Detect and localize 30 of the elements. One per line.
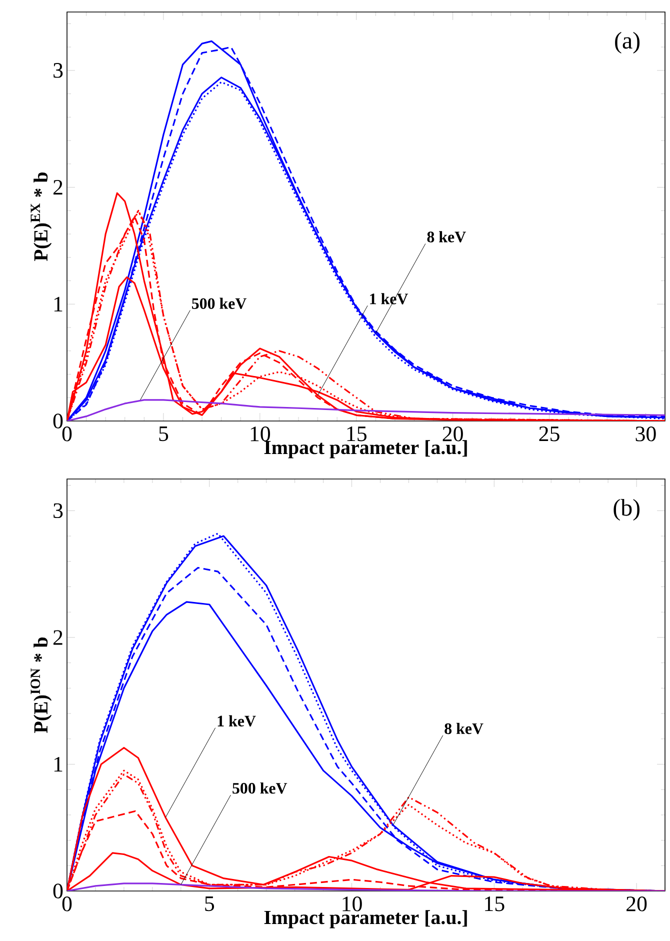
y-axis-title: P(E)$^{EX}$ * b <box>30 172 52 261</box>
x-axis-title: Impact parameter [a.u.] <box>264 440 467 458</box>
text: (a) <box>615 32 640 54</box>
annotation: 500 keV <box>192 298 247 310</box>
x-tick-label: 25 <box>539 426 560 442</box>
y-tick-label: 2 <box>53 630 62 645</box>
x-axis-title: Impact parameter [a.u.] <box>264 910 467 928</box>
x-tick-label: 15 <box>347 426 366 442</box>
y-axis-title: P(E)$^{ION}$ * b <box>30 638 52 733</box>
annotation: 500 keV <box>232 782 288 794</box>
annotation: 8 keV <box>427 231 466 242</box>
x-tick-label: 10 <box>250 426 270 442</box>
y-tick-label: 0 <box>53 414 63 428</box>
y-tick-label: 3 <box>54 63 63 78</box>
x-tick-label: 10 <box>342 896 362 912</box>
annotation: 8 keV <box>444 722 484 734</box>
annotation: 1 keV <box>370 293 408 304</box>
y-tick-label: 3 <box>54 503 63 518</box>
x-tick-label: 30 <box>636 426 656 442</box>
x-tick-label: 20 <box>626 896 647 912</box>
x-tick-label: 15 <box>485 896 504 912</box>
x-tick-label: 5 <box>205 896 214 912</box>
y-tick-label: 2 <box>53 180 62 195</box>
text: (b) <box>614 498 640 521</box>
x-tick-label: 5 <box>159 426 168 442</box>
y-tick-label: 0 <box>53 884 63 898</box>
y-tick-label: 1 <box>54 756 62 772</box>
annotation: 1 keV <box>218 715 256 727</box>
x-tick-label: 20 <box>442 426 463 442</box>
y-tick-label: 1 <box>54 296 62 312</box>
